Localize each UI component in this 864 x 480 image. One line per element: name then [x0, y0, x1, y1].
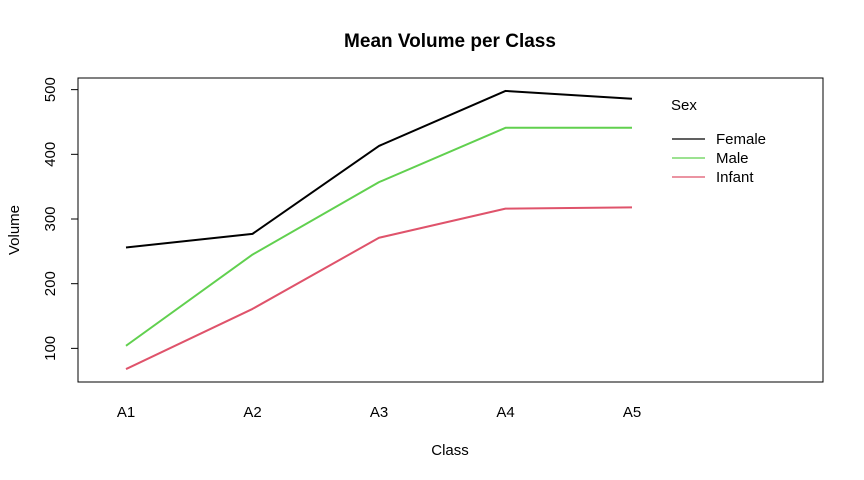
- series-line-female: [125, 89, 633, 249]
- chart-title: Mean Volume per Class: [344, 31, 556, 52]
- legend: Sex Female Male Infant: [671, 97, 766, 186]
- x-tick-label: A4: [496, 404, 514, 421]
- y-tick-label: 400: [42, 142, 59, 167]
- legend-label-male: Male: [716, 150, 749, 167]
- y-axis: 100 200 300 400 500: [42, 77, 78, 361]
- y-tick-label: 100: [42, 336, 59, 361]
- y-tick-label: 500: [42, 77, 59, 102]
- x-tick-label: A2: [243, 404, 261, 421]
- x-tick-label: A5: [623, 404, 641, 421]
- x-tick-label: A1: [117, 404, 135, 421]
- y-axis-label: Volume: [6, 205, 23, 255]
- x-axis-label: Class: [431, 442, 469, 459]
- y-tick-label: 300: [42, 206, 59, 231]
- series-line-male: [125, 126, 632, 347]
- x-axis: A1 A2 A3 A4 A5: [117, 404, 641, 421]
- legend-entries: Female Male Infant: [672, 131, 766, 186]
- series-line-infant: [125, 206, 633, 370]
- plot-area-frame: [77, 77, 824, 383]
- legend-label-infant: Infant: [716, 169, 754, 186]
- x-tick-label: A3: [370, 404, 388, 421]
- y-tick-label: 200: [42, 271, 59, 296]
- legend-title: Sex: [671, 97, 697, 114]
- legend-label-female: Female: [716, 131, 766, 148]
- series-lines: [125, 89, 633, 370]
